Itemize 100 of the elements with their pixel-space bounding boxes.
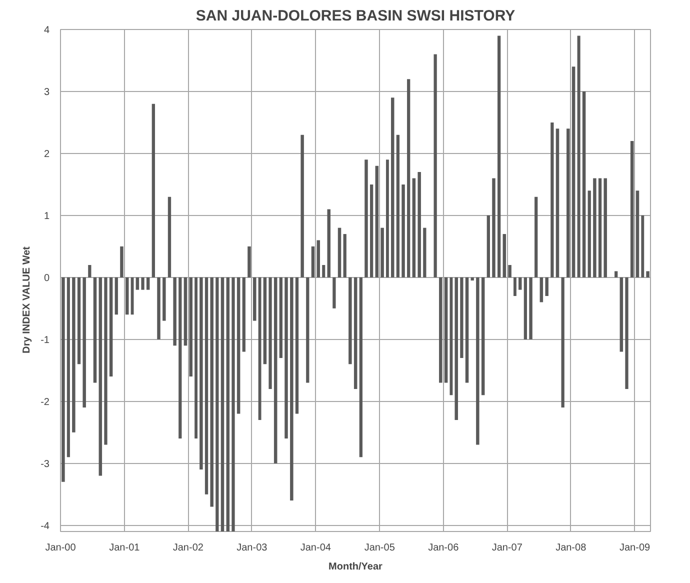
bar <box>566 128 570 278</box>
bar <box>423 228 426 278</box>
bar <box>141 277 144 290</box>
bar <box>407 79 410 278</box>
y-tick-label: 3 <box>44 86 50 98</box>
x-axis-title: Month/Year <box>328 562 383 572</box>
bar <box>194 277 198 439</box>
bar <box>300 134 304 278</box>
bar <box>577 36 580 278</box>
bar <box>306 277 310 383</box>
bar <box>253 277 256 321</box>
bar <box>502 234 506 278</box>
bar <box>412 178 416 278</box>
bar <box>375 166 379 278</box>
bar <box>646 271 650 278</box>
bar <box>126 277 129 315</box>
bar <box>146 277 150 290</box>
bar <box>120 246 124 278</box>
bar <box>311 246 315 278</box>
bar <box>529 277 532 340</box>
bar <box>620 277 624 352</box>
bar <box>524 277 528 340</box>
bar <box>354 277 358 389</box>
bar <box>593 178 596 278</box>
bar <box>556 128 560 278</box>
bar <box>173 277 176 346</box>
bar <box>200 277 203 470</box>
bar <box>402 184 405 278</box>
bar <box>322 265 326 278</box>
x-tick-label: Jan-08 <box>556 542 587 554</box>
bar <box>88 265 92 278</box>
y-tick-label: 2 <box>44 148 50 160</box>
bar <box>481 277 485 396</box>
bar <box>316 240 320 278</box>
bar <box>370 184 374 278</box>
bar <box>93 277 97 383</box>
bar <box>386 160 389 278</box>
y-tick-label: -1 <box>40 334 50 346</box>
bar <box>279 277 282 358</box>
y-tick-label: -4 <box>40 520 50 532</box>
bar <box>518 277 522 290</box>
bar <box>130 277 134 315</box>
bar <box>625 277 628 389</box>
x-tick-label: Jan-07 <box>492 542 523 554</box>
bar <box>561 277 564 408</box>
x-tick-label: Jan-03 <box>236 542 268 554</box>
y-tick-label: 4 <box>44 25 50 36</box>
bar <box>290 277 294 501</box>
bar <box>284 277 288 439</box>
bar <box>136 277 140 290</box>
bar <box>184 277 188 346</box>
bar <box>545 277 548 296</box>
bar <box>470 277 474 280</box>
chart-title: SAN JUAN-DOLORES BASIN SWSI HISTORY <box>196 8 516 24</box>
bar <box>226 277 230 532</box>
bar <box>332 277 336 308</box>
bar <box>220 277 224 532</box>
bar <box>204 277 208 494</box>
bar <box>343 234 346 278</box>
x-tick-label: Jan-00 <box>45 542 76 554</box>
bar <box>534 196 538 278</box>
bar <box>258 277 262 420</box>
bar <box>630 141 634 278</box>
bar <box>498 36 501 278</box>
bar <box>614 271 618 278</box>
bar <box>66 277 70 458</box>
bar <box>348 277 352 364</box>
bar <box>588 190 591 278</box>
bar <box>396 134 400 278</box>
bar <box>104 277 108 445</box>
bar <box>604 178 607 278</box>
bar <box>162 277 166 321</box>
bar <box>152 104 155 278</box>
bar <box>232 277 235 532</box>
bar <box>359 277 362 458</box>
bar <box>62 277 65 482</box>
bar <box>364 160 368 278</box>
bar <box>114 277 118 315</box>
x-tick-label: Jan-04 <box>300 542 332 554</box>
bar <box>216 277 219 532</box>
bar <box>168 196 172 278</box>
bar <box>636 190 640 278</box>
y-tick-label: -3 <box>40 458 50 470</box>
bar <box>513 277 516 296</box>
bar <box>434 54 437 278</box>
bar <box>178 277 182 439</box>
bar <box>444 277 448 383</box>
bar <box>572 66 576 278</box>
y-axis-title: Dry INDEX VALUE Wet <box>22 246 33 354</box>
bar <box>72 277 76 432</box>
y-tick-label: -2 <box>40 396 50 408</box>
bar <box>418 172 421 278</box>
bar <box>77 277 81 364</box>
bar <box>465 277 469 383</box>
bar <box>98 277 102 476</box>
x-tick-label: Jan-01 <box>109 542 140 554</box>
bar <box>295 277 299 414</box>
y-tick-label: 0 <box>44 272 50 284</box>
bar <box>641 215 644 278</box>
bar <box>268 277 272 389</box>
